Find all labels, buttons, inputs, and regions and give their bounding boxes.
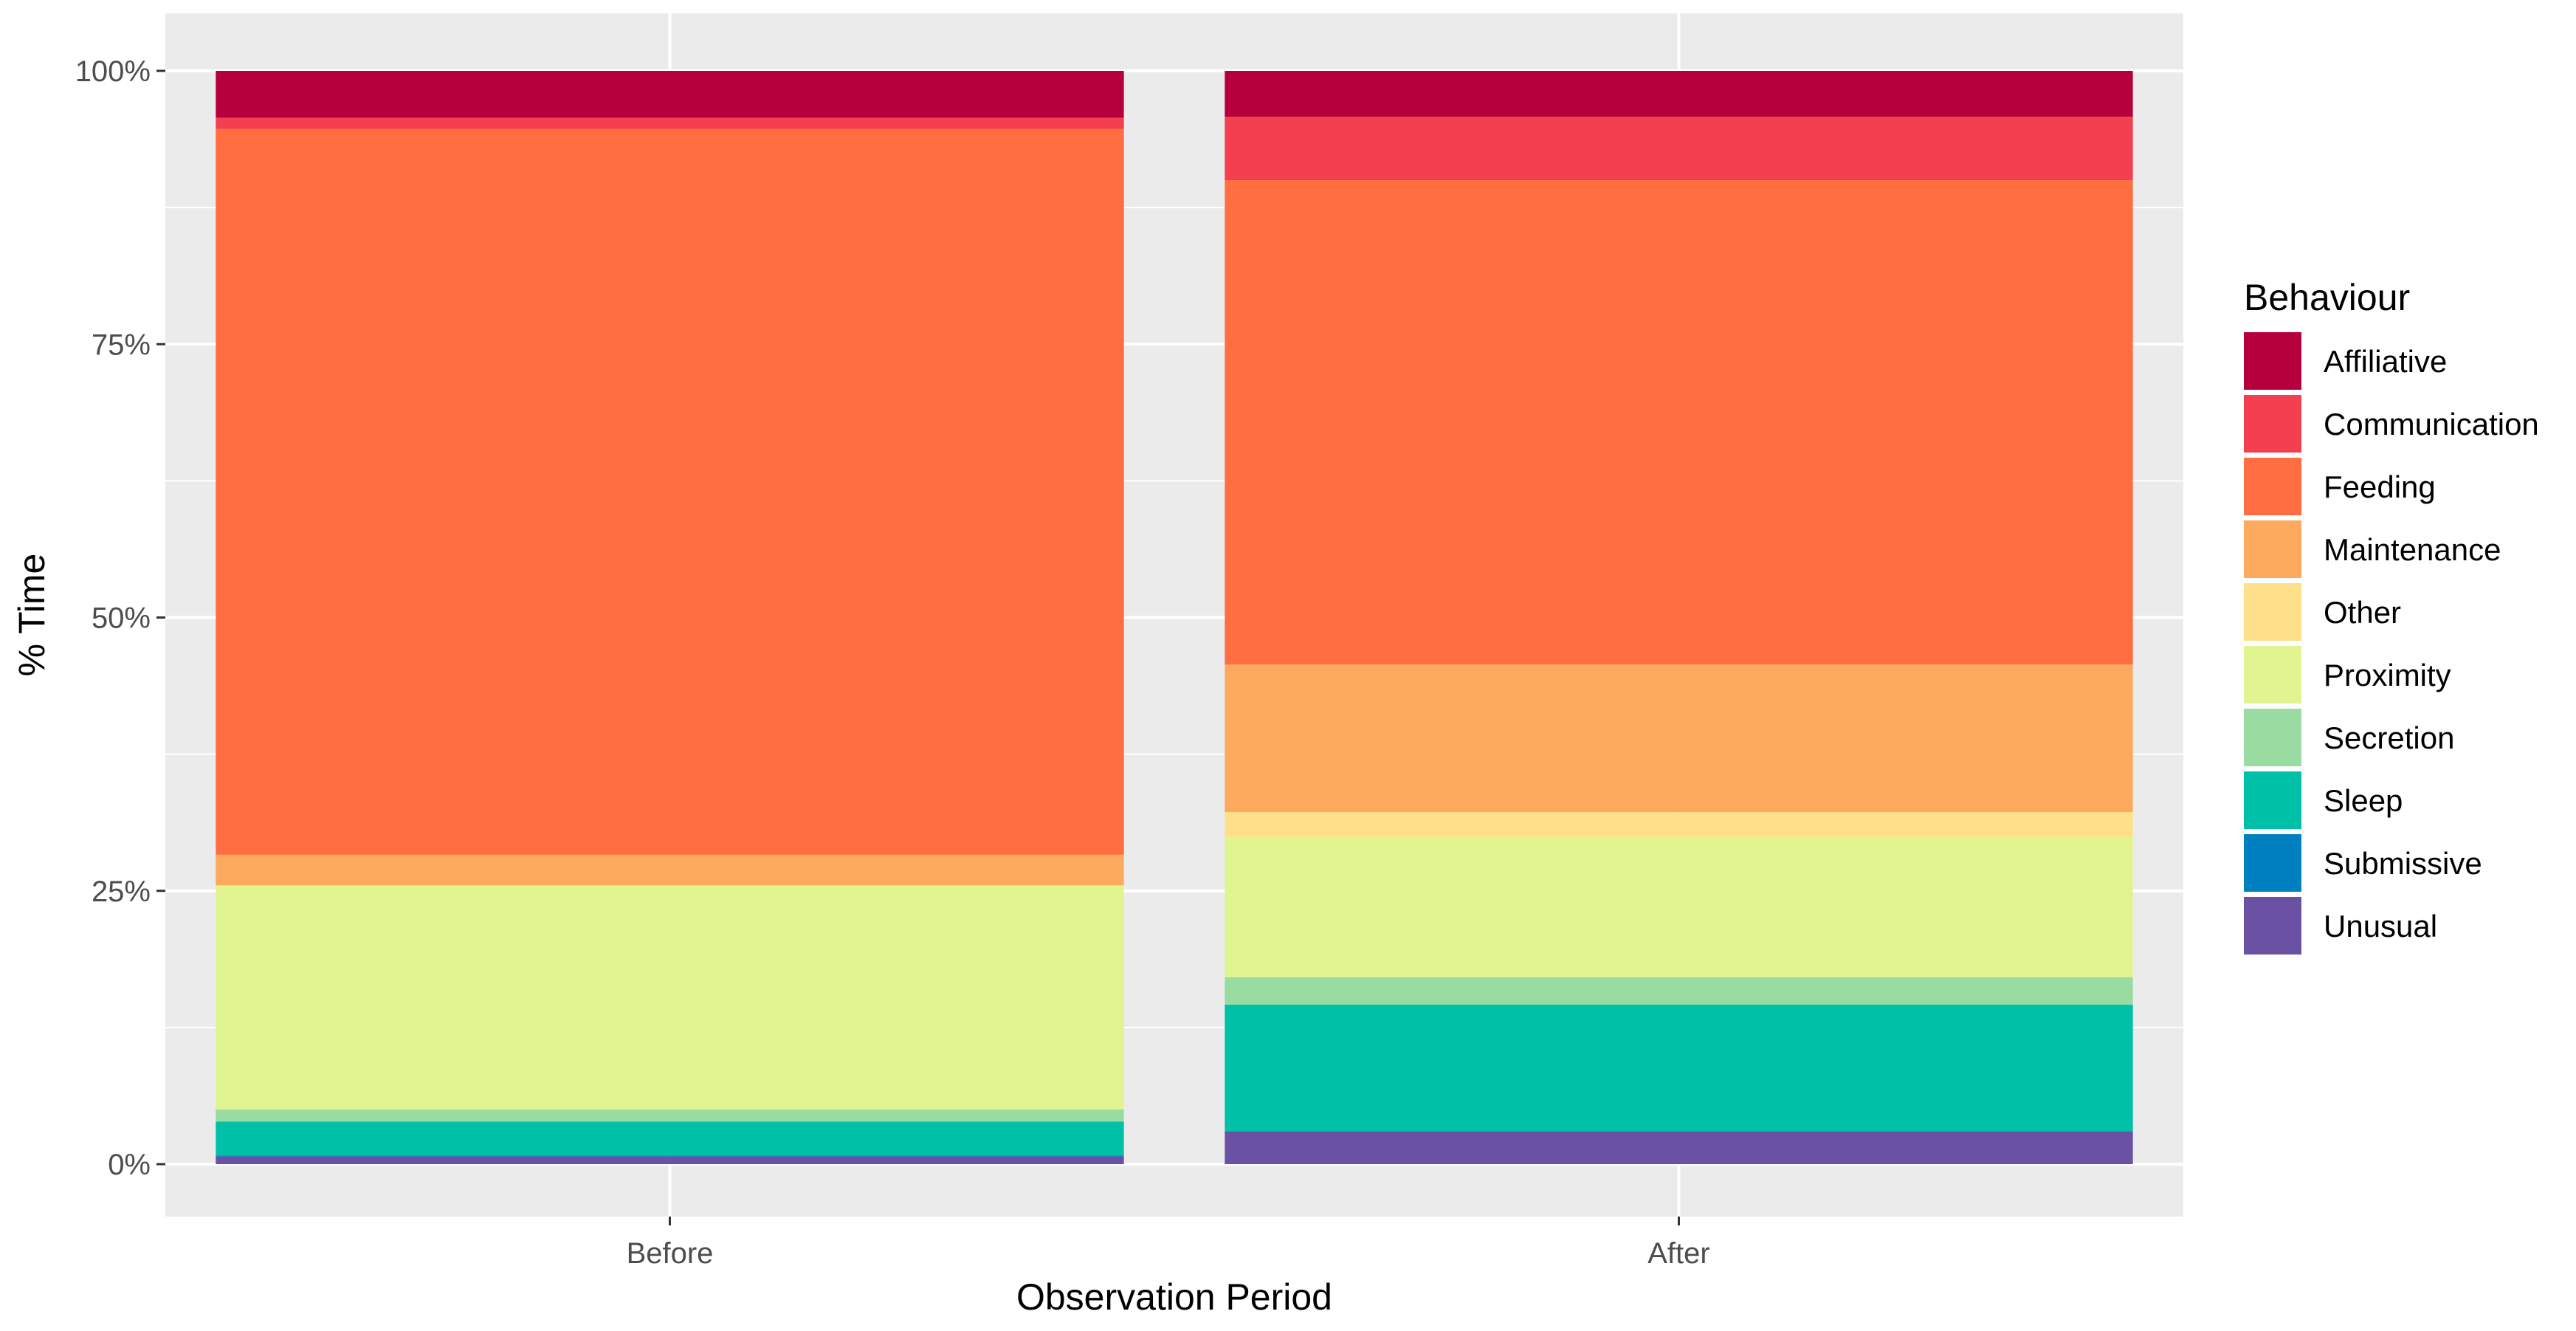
y-axis: 0% 25% 50% 75% 100%	[75, 55, 165, 1181]
y-tick-label: 50%	[92, 602, 151, 635]
bar-segment-maintenance-after	[1225, 664, 2133, 813]
legend-label: Sleep	[2324, 783, 2403, 818]
legend-title: Behaviour	[2244, 277, 2410, 318]
legend-key-sleep	[2244, 771, 2301, 829]
legend-label: Affiliative	[2324, 344, 2447, 379]
legend-label: Secretion	[2324, 720, 2454, 755]
bar-segment-secretion-after	[1225, 977, 2133, 1005]
bar-segment-affiliative-after	[1225, 71, 2133, 117]
bar-segment-affiliative-before	[216, 71, 1124, 118]
x-axis-title: Observation Period	[1016, 1276, 1332, 1318]
y-tick-label: 100%	[75, 55, 151, 88]
legend: Behaviour Affiliative Communication Feedin…	[2244, 277, 2539, 955]
x-axis: Before After	[627, 1217, 1710, 1270]
legend-label: Other	[2324, 595, 2401, 630]
bar-segment-communication-after	[1225, 117, 2133, 181]
bar-segment-proximity-before	[216, 885, 1124, 1110]
legend-label: Submissive	[2324, 846, 2482, 881]
legend-key-maintenance	[2244, 520, 2301, 578]
x-tick-label: Before	[627, 1237, 714, 1270]
legend-key-feeding	[2244, 458, 2301, 515]
legend-key-other	[2244, 583, 2301, 641]
bar-segment-proximity-after	[1225, 837, 2133, 977]
bar-segment-sleep-before	[216, 1121, 1124, 1156]
bar-segment-sleep-after	[1225, 1004, 2133, 1132]
bar-segment-feeding-before	[216, 128, 1124, 855]
legend-key-proximity	[2244, 646, 2301, 704]
bar-segment-secretion-before	[216, 1109, 1124, 1122]
bar-segment-feeding-after	[1225, 180, 2133, 665]
legend-label: Maintenance	[2324, 532, 2501, 567]
bar-segment-unusual-before	[216, 1156, 1124, 1164]
legend-key-affiliative	[2244, 332, 2301, 390]
bar-segment-communication-before	[216, 117, 1124, 129]
x-tick-label: After	[1647, 1237, 1709, 1270]
legend-label: Communication	[2324, 407, 2539, 441]
bar-segment-maintenance-before	[216, 854, 1124, 886]
legend-key-secretion	[2244, 709, 2301, 766]
legend-key-submissive	[2244, 834, 2301, 892]
legend-label: Feeding	[2324, 470, 2436, 504]
legend-key-communication	[2244, 395, 2301, 453]
y-tick-label: 0%	[108, 1149, 151, 1181]
legend-label: Unusual	[2324, 909, 2437, 943]
y-tick-label: 75%	[92, 329, 151, 361]
bar-segment-other-after	[1225, 812, 2133, 838]
bars	[216, 71, 2133, 1164]
y-tick-label: 25%	[92, 876, 151, 908]
y-axis-title: % Time	[11, 554, 52, 677]
legend-key-unusual	[2244, 897, 2301, 955]
bar-segment-unusual-after	[1225, 1131, 2133, 1164]
bar-segment-submissive-before	[216, 1155, 1124, 1157]
legend-label: Proximity	[2324, 658, 2451, 692]
